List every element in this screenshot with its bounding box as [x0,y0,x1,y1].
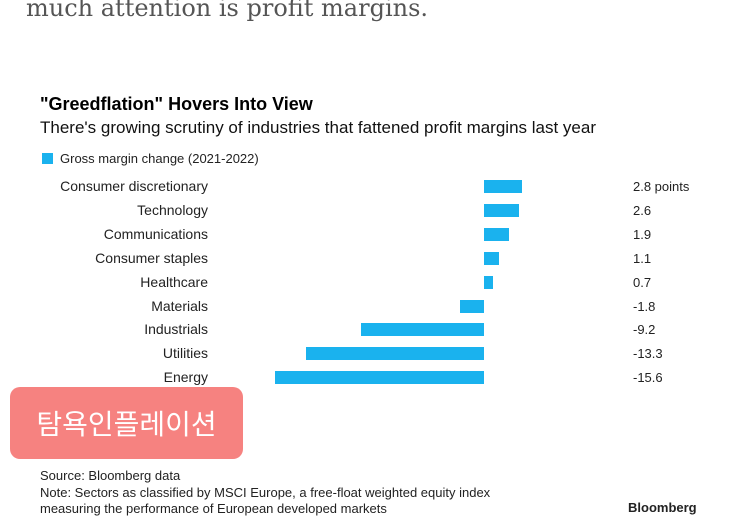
chart-subtitle: There's growing scrutiny of industries t… [40,118,597,137]
value-label: -1.8 [633,298,656,314]
source-note: Source: Bloomberg data [40,468,181,483]
value-label: 1.1 [633,250,652,266]
footnote-line-1: Note: Sectors as classified by MSCI Euro… [40,485,491,500]
value-label: -13.3 [633,346,663,362]
korean-overlay-tag: 탐욕인플레이션 [10,387,243,459]
value-label: 0.7 [633,274,652,290]
value-label: 2.8 points [633,179,690,194]
bar-technology [484,203,519,217]
category-label: Communications [103,225,208,242]
category-label: Consumer discretionary [60,178,208,194]
category-label: Materials [151,297,208,314]
footnote-line-2: measuring the performance of European de… [40,501,387,516]
value-label: 2.6 [633,202,652,218]
category-label: Healthcare [140,273,208,290]
legend-label: Gross margin change (2021-2022) [60,151,259,166]
value-label: -9.2 [633,322,656,338]
bar-consumer-discretionary [484,180,522,193]
value-label: 1.9 [633,226,652,242]
bar-materials [459,299,484,313]
category-label: Energy [163,369,208,386]
bar-consumer-staples [484,251,499,265]
chart-title: "Greedflation" Hovers Into View [40,94,313,114]
category-label: Consumer staples [95,249,208,266]
legend-swatch [42,153,53,164]
bar-energy [274,371,484,385]
bar-utilities [305,347,484,361]
bloomberg-logo-text: Bloomberg [628,500,697,515]
bar-healthcare [484,275,494,289]
value-label: -15.6 [633,370,663,386]
category-label: Industrials [144,321,208,338]
article-intro-text: much attention is profit margins. [26,0,429,22]
category-label: Utilities [162,345,208,362]
bar-industrials [360,323,484,337]
chart-legend: Gross margin change (2021-2022) [42,151,259,166]
category-label: Technology [137,201,208,218]
bar-communications [484,227,510,241]
